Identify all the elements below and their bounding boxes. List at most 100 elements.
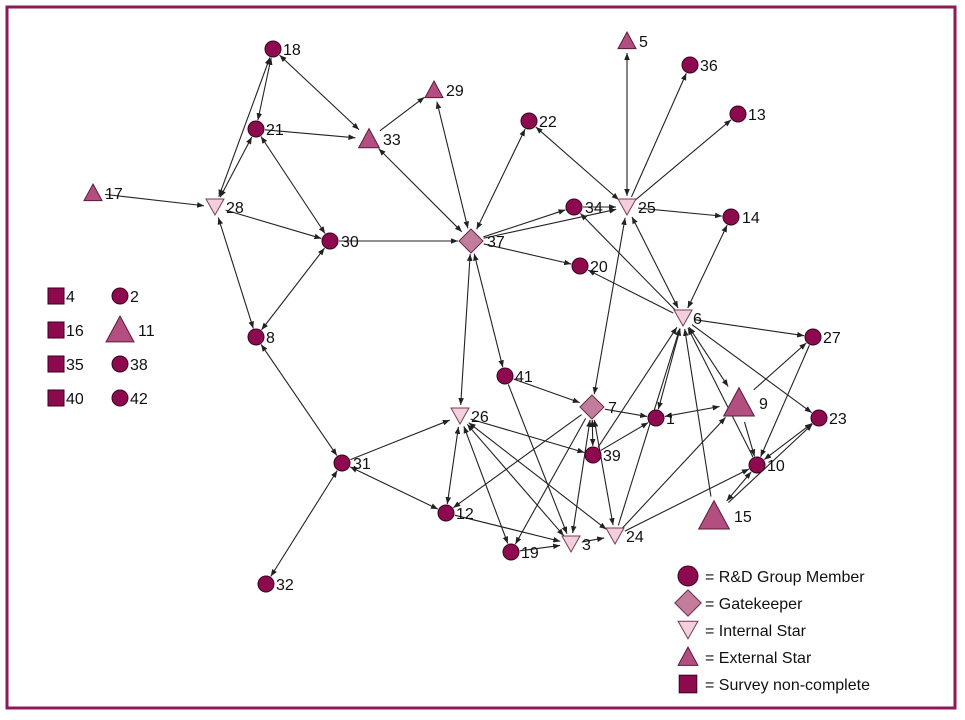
node-17[interactable]: 17 — [83, 182, 123, 203]
node-member-marker — [681, 56, 699, 74]
node-18[interactable]: 18 — [264, 40, 301, 59]
isolated-node-35[interactable]: 35 — [47, 355, 84, 374]
node-30[interactable]: 30 — [321, 232, 359, 251]
isolated-node-4[interactable]: 4 — [47, 287, 75, 306]
node-label: 18 — [283, 42, 301, 59]
node-internal_star-marker — [450, 407, 470, 426]
edge-41-7 — [513, 378, 580, 404]
node-21[interactable]: 21 — [247, 120, 284, 139]
edge-27-10 — [760, 345, 810, 457]
node-gatekeeper-marker — [458, 228, 484, 254]
node-external_star-marker — [424, 79, 444, 99]
legend-triangle-up-marker — [677, 646, 699, 666]
isolated-node-label: 11 — [138, 323, 155, 340]
isolated-node-label: 16 — [66, 323, 84, 340]
node-member-marker — [748, 456, 766, 474]
isolated-node-label: 35 — [66, 357, 84, 374]
edge-31-12 — [349, 466, 439, 510]
isolated-node-11[interactable]: 11 — [105, 314, 155, 343]
node-23[interactable]: 23 — [810, 409, 847, 428]
node-37[interactable]: 37 — [458, 228, 505, 254]
node-label: 5 — [639, 34, 648, 51]
node-7[interactable]: 7 — [579, 394, 617, 420]
isolated-node-marker — [111, 389, 129, 407]
node-member-marker — [584, 446, 602, 464]
edge-9-27 — [753, 342, 807, 391]
node-label: 33 — [383, 132, 401, 149]
node-member-marker — [722, 208, 740, 226]
node-12[interactable]: 12 — [437, 504, 474, 523]
node-label: 23 — [829, 411, 847, 428]
isolated-node-42[interactable]: 42 — [111, 389, 148, 408]
edge-25-22 — [535, 126, 620, 201]
isolated-node-40[interactable]: 40 — [47, 389, 84, 408]
isolated-node-label: 42 — [130, 391, 148, 408]
edge-23-10 — [763, 422, 813, 461]
edge-7-24 — [592, 419, 615, 526]
node-label: 3 — [582, 537, 591, 554]
legend: = R&D Group Member = Gatekeeper = Internal… — [674, 565, 870, 694]
node-32[interactable]: 32 — [257, 575, 294, 594]
node-27[interactable]: 27 — [804, 328, 841, 347]
node-10[interactable]: 10 — [748, 456, 785, 475]
isolated-node-2[interactable]: 2 — [111, 287, 139, 306]
node-6[interactable]: 6 — [673, 309, 702, 328]
edge-6-27 — [693, 319, 805, 338]
isolated-node-marker — [47, 355, 65, 373]
node-internal_star-marker — [205, 198, 225, 217]
node-5[interactable]: 5 — [617, 30, 648, 51]
node-31[interactable]: 31 — [333, 454, 371, 473]
node-label: 20 — [590, 259, 608, 276]
edge-18-33 — [279, 54, 360, 131]
edge-6-23 — [691, 324, 813, 414]
edge-6-14 — [687, 224, 728, 309]
node-member-marker — [502, 543, 520, 561]
node-39[interactable]: 39 — [584, 446, 621, 465]
node-41[interactable]: 41 — [496, 367, 533, 386]
node-29[interactable]: 29 — [424, 79, 464, 100]
node-33[interactable]: 33 — [357, 127, 401, 149]
node-26[interactable]: 26 — [450, 407, 489, 426]
node-member-marker — [520, 112, 538, 130]
node-36[interactable]: 36 — [681, 56, 718, 75]
node-label: 39 — [603, 448, 621, 465]
edge-9-10 — [743, 421, 756, 457]
node-28[interactable]: 28 — [205, 198, 244, 217]
node-member-marker — [804, 328, 822, 346]
node-24[interactable]: 24 — [605, 527, 644, 546]
edge-37-26 — [458, 253, 473, 406]
node-3[interactable]: 3 — [561, 535, 591, 554]
frame-border — [5, 5, 957, 710]
isolated-node-marker — [47, 389, 65, 407]
node-label: 31 — [353, 456, 371, 473]
isolated-node-16[interactable]: 16 — [47, 321, 84, 340]
node-9[interactable]: 9 — [722, 386, 768, 417]
node-member-marker — [264, 40, 282, 58]
node-internal_star-marker — [617, 198, 637, 217]
edge-7-25 — [592, 217, 627, 395]
edge-6-1 — [657, 328, 682, 410]
node-20[interactable]: 20 — [571, 257, 608, 276]
edge-37-25 — [483, 208, 617, 239]
isolated-node-38[interactable]: 38 — [111, 355, 148, 374]
edges — [104, 53, 813, 577]
node-label: 17 — [105, 186, 123, 203]
node-external_star-marker — [697, 499, 731, 530]
node-22[interactable]: 22 — [520, 112, 557, 131]
node-member-marker — [810, 409, 828, 427]
node-19[interactable]: 19 — [502, 543, 539, 562]
node-34[interactable]: 34 — [565, 198, 603, 217]
node-14[interactable]: 14 — [722, 208, 760, 227]
node-label: 21 — [266, 122, 284, 139]
node-external_star-marker — [617, 30, 637, 50]
node-internal_star-marker — [561, 535, 581, 554]
isolated-node-marker — [105, 314, 135, 343]
node-15[interactable]: 15 — [697, 499, 752, 530]
node-label: 6 — [693, 311, 702, 328]
edge-31-26 — [350, 419, 450, 461]
node-13[interactable]: 13 — [729, 105, 766, 124]
node-1[interactable]: 1 — [647, 409, 675, 428]
node-8[interactable]: 8 — [247, 328, 275, 347]
node-25[interactable]: 25 — [617, 198, 656, 217]
